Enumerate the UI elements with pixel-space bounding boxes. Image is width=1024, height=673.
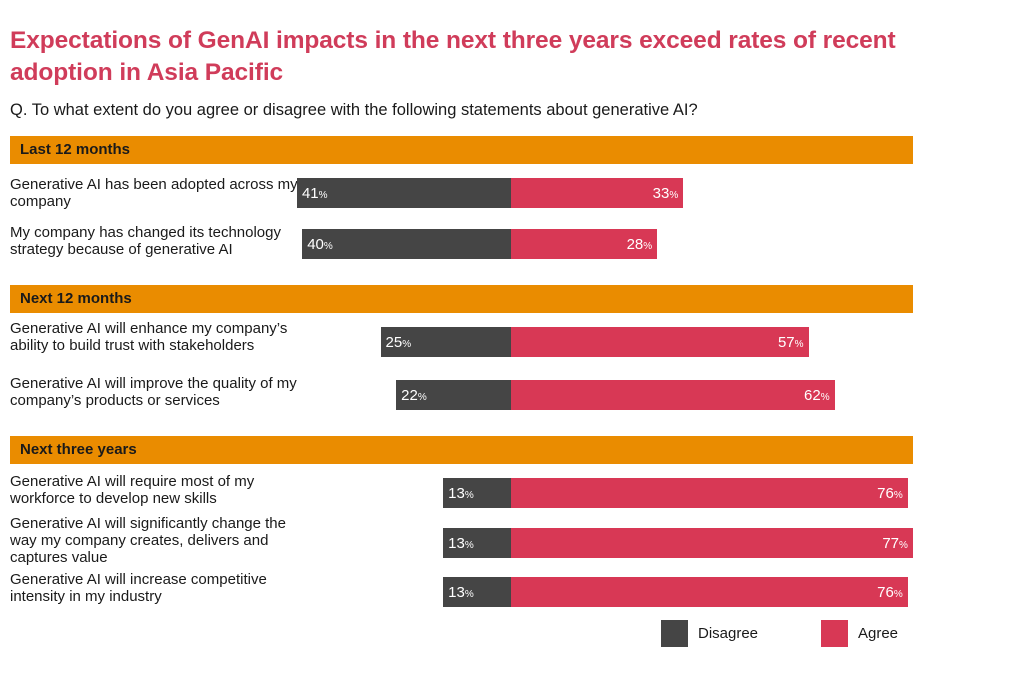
data-label-disagree: 13% [448, 485, 474, 502]
row-label: Generative AI will improve the quality o… [10, 375, 297, 409]
data-label-agree: 57% [777, 334, 804, 351]
legend-label-disagree: Disagree [698, 625, 759, 642]
legend-swatch-agree [821, 620, 848, 647]
bar-agree: 76% [511, 478, 908, 508]
legend-label-agree: Agree [858, 625, 899, 642]
row-label: Generative AI has been adopted across my… [10, 176, 298, 210]
bar-agree: 33% [511, 178, 684, 208]
section-header-label: Next three years [20, 441, 137, 458]
bar-disagree: 22% [396, 380, 511, 410]
data-label-disagree: 13% [448, 535, 474, 552]
data-label-disagree: 25% [385, 334, 412, 351]
row-label: Generative AI will require most of my wo… [10, 473, 255, 507]
section-header: Last 12 months [10, 136, 913, 164]
section-header: Next 12 months [10, 285, 913, 313]
row-label: My company has changed its technology st… [10, 224, 281, 258]
bar-disagree: 25% [380, 327, 511, 357]
chart-subtitle: Q. To what extent do you agree or disagr… [10, 101, 698, 119]
bar-agree: 57% [511, 327, 809, 357]
bar-agree: 76% [511, 577, 908, 607]
row-label: Generative AI will significantly change … [10, 515, 286, 566]
bar-disagree: 41% [296, 178, 511, 208]
legend-swatch-disagree [661, 620, 688, 647]
data-label-agree: 33% [652, 185, 679, 202]
data-label-agree: 76% [877, 485, 903, 502]
data-label-agree: 62% [804, 387, 830, 404]
row-label: Generative AI will increase competitive … [10, 571, 267, 605]
data-label-agree: 76% [877, 584, 903, 601]
bar-disagree: 13% [443, 528, 511, 558]
data-label-disagree: 13% [448, 584, 474, 601]
section-header-label: Next 12 months [20, 290, 132, 307]
section-header-label: Last 12 months [20, 141, 131, 158]
data-label-disagree: 41% [301, 185, 328, 202]
data-label-agree: 77% [882, 535, 908, 552]
data-label-disagree: 40% [307, 236, 333, 253]
bar-disagree: 40% [302, 229, 511, 259]
bar-disagree: 13% [443, 478, 511, 508]
bar-agree: 77% [511, 528, 913, 558]
data-label-agree: 28% [626, 236, 653, 253]
bar-disagree: 13% [443, 577, 511, 607]
data-label-disagree: 22% [401, 387, 427, 404]
chart-title: Expectations of GenAI impacts in the nex… [10, 27, 896, 86]
bar-agree: 28% [511, 229, 658, 259]
bar-agree: 62% [511, 380, 835, 410]
section-header: Next three years [10, 436, 913, 464]
row-label: Generative AI will enhance my company’s … [10, 320, 288, 354]
